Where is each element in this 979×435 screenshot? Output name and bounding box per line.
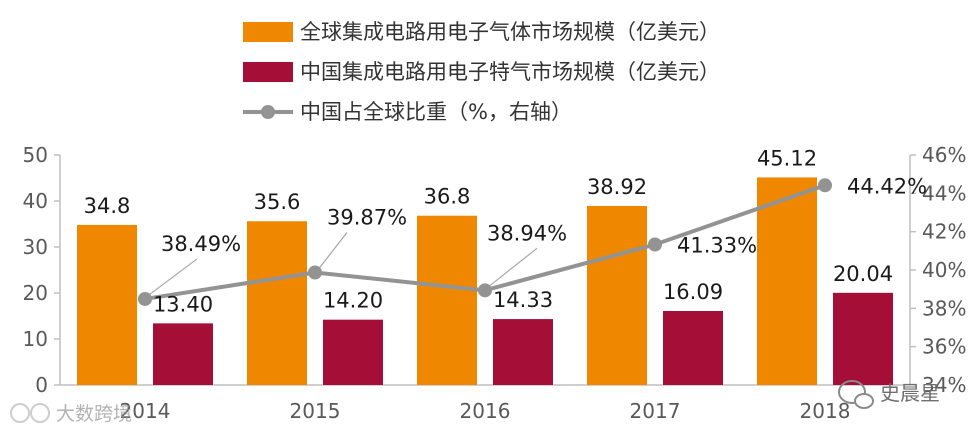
bar-china-2018	[833, 292, 893, 385]
data-label-share-2016: 38.94%	[487, 221, 567, 245]
wechat-icon-small	[854, 393, 874, 409]
y-left-tick-label: 40	[23, 189, 48, 213]
bar-global-2018	[757, 177, 817, 385]
data-label-share-2018: 44.42%	[847, 174, 927, 198]
y-right-tick-label: 42%	[922, 220, 966, 244]
axes: 0 10 20 30 40 50 34% 36% 38% 40% 42% 44% 46% 2014 2015…	[23, 143, 967, 423]
leader-line-2014	[148, 258, 198, 296]
share-point-2014	[138, 291, 152, 306]
watermarks: 大数跨境 史晨星	[10, 380, 940, 425]
data-label-global-2017: 38.92	[587, 175, 647, 199]
share-point-2016	[478, 283, 492, 298]
bar-china-2017	[663, 310, 723, 385]
share-point-2017	[648, 237, 662, 252]
data-label-china-2018: 20.04	[833, 262, 893, 286]
legend-label-3: 中国占全球比重（%，右轴）	[300, 100, 572, 124]
y-right-tick-label: 34%	[922, 373, 966, 397]
watermark-left-icon-dot	[30, 403, 50, 423]
leader-line-2015	[318, 232, 348, 269]
y-right-tick-label: 36%	[922, 335, 966, 359]
wechat-icon	[838, 380, 866, 404]
legend-label-2: 中国集成电路用电子特气市场规模（亿美元）	[300, 60, 720, 84]
bar-china-2014	[153, 323, 213, 385]
data-label-global-2016: 36.8	[424, 185, 471, 209]
legend-swatch-2	[243, 62, 293, 82]
bar-global-2014	[77, 224, 137, 385]
y-left-tick-label: 10	[23, 327, 48, 351]
x-tick-label: 2016	[460, 399, 511, 423]
bar-global-2015	[247, 221, 307, 385]
y-left-tick-label: 50	[23, 143, 48, 167]
x-tick-label: 2015	[290, 399, 341, 423]
x-tick-label: 2017	[630, 399, 681, 423]
data-label-share-2015: 39.87%	[327, 205, 407, 229]
legend: 全球集成电路用电子气体市场规模（亿美元） 中国集成电路用电子特气市场规模（亿美元）…	[243, 20, 720, 124]
bar-china-2015	[323, 319, 383, 385]
watermark-right-text: 史晨星	[880, 381, 940, 405]
y-right-tick-label: 44%	[922, 181, 966, 205]
legend-marker-3	[261, 105, 275, 119]
legend-label-1: 全球集成电路用电子气体市场规模（亿美元）	[300, 20, 720, 44]
bar-global-2017	[587, 205, 647, 385]
bar-china-2016	[493, 319, 553, 385]
leader-lines	[148, 232, 538, 296]
legend-swatch-1	[243, 22, 293, 42]
data-label-china-2015: 14.20	[323, 289, 383, 313]
y-left-tick-label: 20	[23, 281, 48, 305]
watermark-right: 史晨星	[838, 380, 940, 409]
x-tick-label: 2018	[800, 399, 851, 423]
share-line	[138, 178, 832, 306]
watermark-left-text: 大数跨境	[56, 403, 132, 425]
data-label-china-2017: 16.09	[663, 280, 723, 304]
data-labels: 34.8 35.6 36.8 38.92 45.12 13.40 14.20 14.33 16.…	[84, 146, 927, 316]
y-left-tick-label: 0	[35, 373, 48, 397]
data-label-china-2014: 13.40	[153, 292, 213, 316]
bars	[77, 177, 893, 385]
y-left-tick-label: 30	[23, 235, 48, 259]
y-right-tick-label: 38%	[922, 296, 966, 320]
share-point-2018	[818, 178, 832, 193]
leader-line-2016	[488, 247, 538, 287]
data-label-china-2016: 14.33	[493, 288, 553, 312]
y-right-tick-label: 40%	[922, 258, 966, 282]
data-label-share-2014: 38.49%	[161, 232, 241, 256]
data-label-global-2014: 34.8	[84, 194, 131, 218]
data-label-share-2017: 41.33%	[677, 234, 757, 258]
watermark-left-icon	[10, 403, 30, 423]
data-label-global-2018: 45.12	[757, 146, 817, 170]
y-right-tick-label: 46%	[922, 143, 966, 167]
data-label-global-2015: 35.6	[254, 190, 301, 214]
bar-global-2016	[417, 215, 477, 385]
watermark-left: 大数跨境	[10, 403, 132, 425]
x-tick-label: 2014	[120, 399, 171, 423]
share-point-2015	[308, 265, 322, 280]
